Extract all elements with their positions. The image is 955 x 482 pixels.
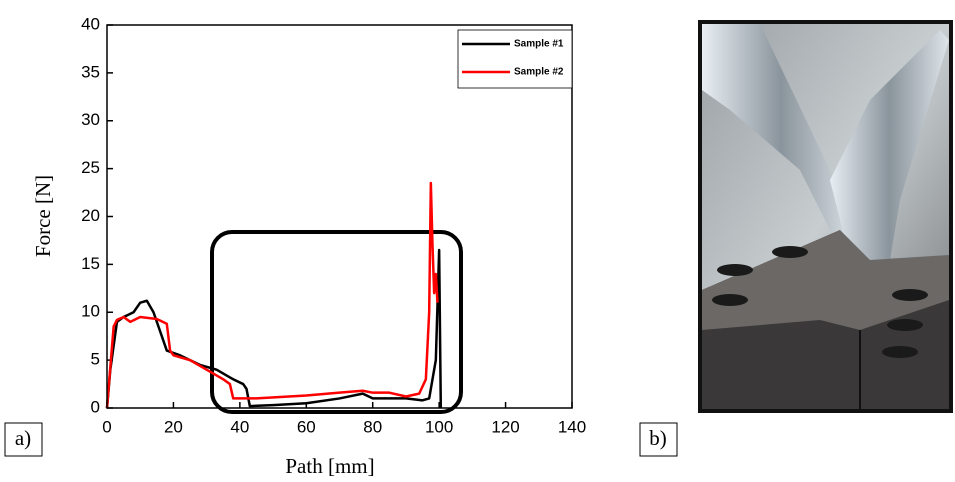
y-tick-label: 30 — [81, 110, 100, 129]
y-tick-label: 0 — [91, 397, 100, 416]
x-tick-label: 100 — [425, 417, 453, 436]
x-tick-label: 60 — [297, 417, 316, 436]
photo — [698, 20, 953, 413]
x-tick-label: 140 — [558, 417, 586, 436]
y-tick-label: 20 — [81, 206, 100, 225]
legend-box — [457, 29, 573, 89]
highlight-box — [210, 230, 463, 414]
y-tick-label: 25 — [81, 158, 100, 177]
x-tick-label: 0 — [102, 417, 111, 436]
panel-label-box — [4, 422, 43, 457]
y-axis-label: Force [N] — [31, 175, 55, 257]
legend-label: Sample #1 — [514, 39, 564, 50]
panel-label: a) — [15, 426, 31, 450]
x-tick-label: 120 — [491, 417, 519, 436]
y-tick-label: 15 — [81, 254, 100, 273]
y-tick-label: 5 — [91, 350, 100, 369]
plot-frame — [106, 24, 573, 409]
plot: 0 20 40 60 80 100 120 140 0 5 10 15 20 25 30 35 40 Sample… — [81, 14, 586, 436]
y-tick-label: 40 — [81, 14, 100, 33]
y-tick-label: 10 — [81, 302, 100, 321]
panel-label-box — [639, 422, 678, 457]
x-tick-label: 40 — [230, 417, 249, 436]
data-line — [105, 248, 443, 409]
legend-label: Sample #2 — [514, 67, 564, 78]
x-tick-label: 20 — [164, 417, 183, 436]
data-line — [105, 181, 439, 409]
panel-label: b) — [649, 426, 667, 450]
y-tick-label: 35 — [81, 62, 100, 81]
x-axis-label: Path [mm] — [285, 454, 374, 478]
x-tick-label: 80 — [363, 417, 382, 436]
